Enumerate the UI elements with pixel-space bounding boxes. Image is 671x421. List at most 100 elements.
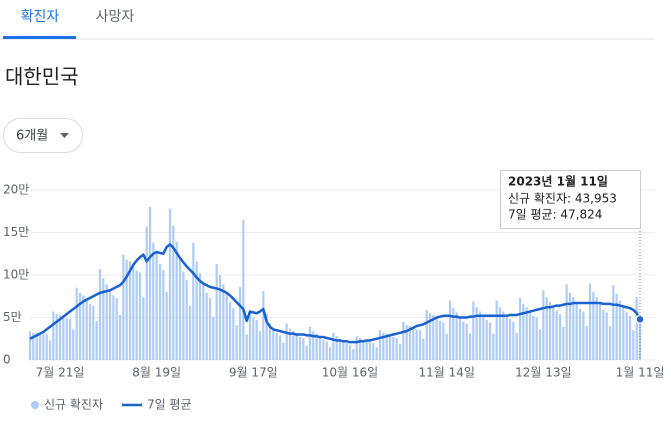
bar [72,329,75,360]
bar [428,313,432,360]
bar [325,341,328,360]
bar [595,297,598,360]
bar [612,285,615,360]
bar [68,319,72,360]
line [29,243,642,344]
bar [78,292,82,360]
bar [62,316,65,360]
bar [458,317,462,360]
bar [218,275,222,360]
bar [358,337,362,360]
bar [348,344,352,360]
tab[interactable]: 사망자 [96,9,135,25]
bar [132,264,135,360]
bar [188,305,192,360]
bar [488,322,492,360]
bar [508,319,512,360]
bar [552,306,555,360]
bar [578,309,582,360]
bar [328,347,332,360]
x-tick-label: 11월 14일 [418,366,474,380]
bar [322,339,325,360]
bar [88,303,92,360]
bar [498,307,502,360]
bar [618,300,622,360]
bar [365,340,368,360]
tab[interactable]: 확진자 [21,9,60,25]
bar [172,225,175,360]
bar [492,333,495,360]
bar [372,343,375,360]
bar [258,331,262,360]
bar [582,311,585,360]
bar [128,261,132,360]
bar [82,295,85,360]
bar [292,331,295,360]
bar [285,323,288,360]
bar [412,327,415,360]
bar [312,331,315,360]
bar [105,284,108,360]
bar [575,303,578,360]
bar [155,252,158,360]
bar [198,273,202,360]
bar [352,348,355,360]
bar [435,317,438,360]
bar [592,292,595,360]
bar [212,316,215,360]
bar [362,339,365,360]
region-title: 대한민국 [5,65,79,89]
bar [225,292,228,360]
range-button[interactable] [3,118,83,153]
bar [468,333,472,360]
tooltip-line: 신규 확진자: 43,953 [508,192,617,206]
bar [262,291,265,360]
bar [98,269,102,360]
bar [138,272,142,360]
bar [588,283,592,360]
bar [515,332,518,360]
bar [125,259,128,360]
bar [535,317,538,360]
bar [602,309,605,360]
bar [158,263,162,360]
bar [288,328,292,360]
y-tick-label: 15만 [3,225,29,239]
bar [28,331,32,360]
bar [462,321,465,360]
bar [32,332,35,360]
bar [512,321,515,360]
bar [478,311,482,360]
bar [502,311,505,360]
bar [52,311,55,360]
bar [335,336,338,360]
bar [195,261,198,360]
bar [475,307,478,360]
tooltip-title: 2023년 1월 11일 [508,174,608,189]
bar [568,292,572,360]
bar [342,341,345,360]
range-label: 6개월 [16,129,48,144]
bar [455,312,458,360]
bar [115,297,118,360]
bar [55,314,58,360]
x-tick-label: 10월 16일 [322,366,378,380]
bar [42,334,45,360]
bar [148,207,152,360]
bar [58,314,62,360]
bar [345,343,348,360]
bar [382,332,385,360]
bar [185,280,188,360]
bar [472,301,475,360]
bar [415,329,418,360]
bar [495,300,498,360]
bar [385,333,388,360]
bar [248,311,252,360]
bar [145,226,148,360]
bar [558,314,562,360]
tooltip-line: 7일 평균: 47,824 [508,208,602,222]
bar [392,337,395,360]
bar [242,219,245,360]
bar [315,333,318,360]
x-tick-label: 7월 21일 [36,366,85,380]
